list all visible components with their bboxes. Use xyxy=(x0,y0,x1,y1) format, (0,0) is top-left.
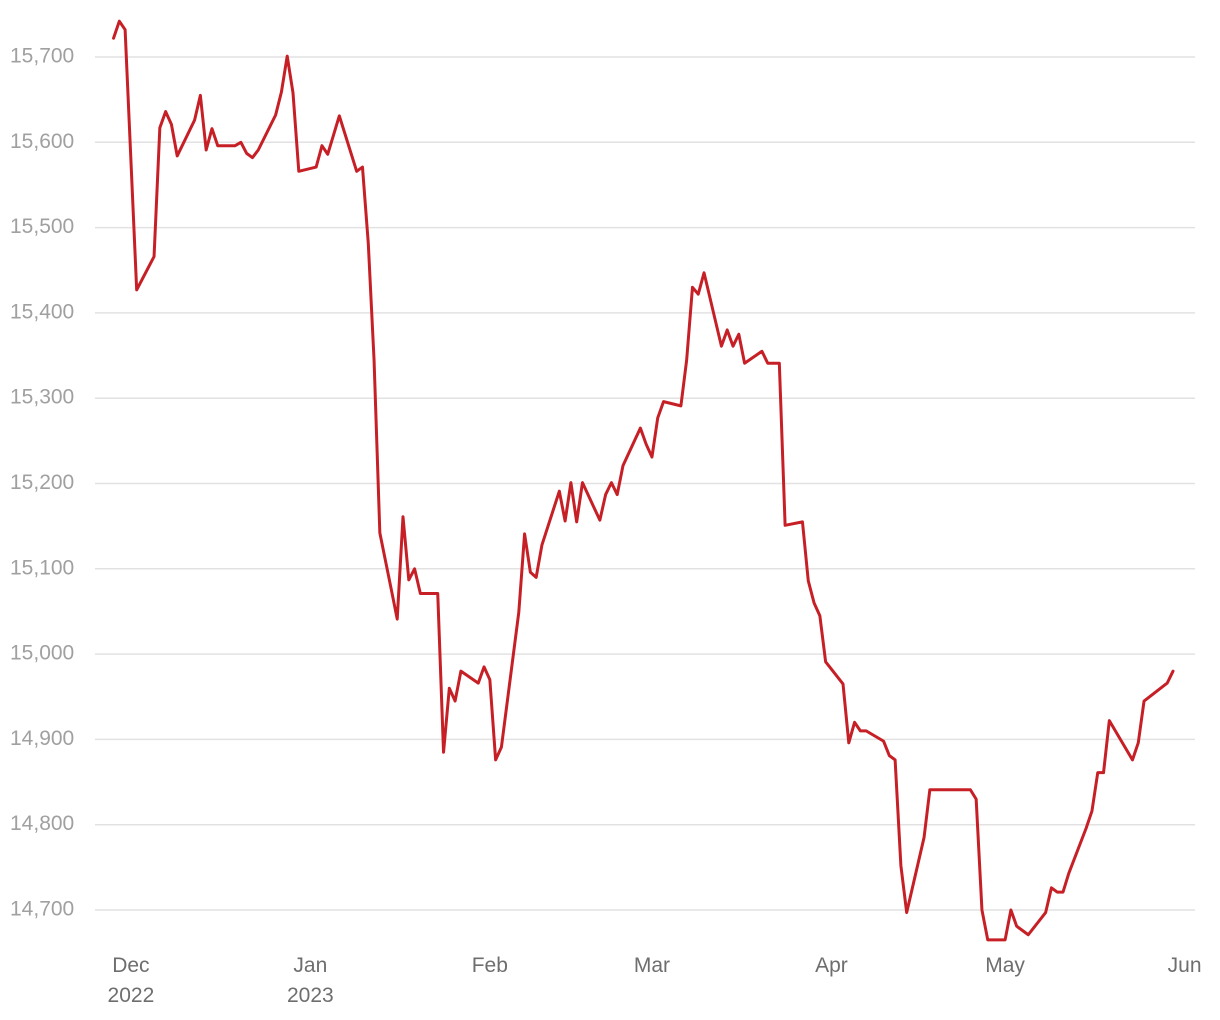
x-tick-label: Feb xyxy=(471,954,508,977)
y-tick-label: 15,400 xyxy=(10,300,74,323)
y-tick-label: 15,000 xyxy=(10,642,74,665)
y-tick-label: 15,200 xyxy=(10,471,74,494)
x-tick-label: Dec 2022 xyxy=(107,954,155,1007)
x-tick-label: May xyxy=(985,954,1025,977)
y-tick-label: 15,300 xyxy=(10,386,74,409)
y-tick-label: 14,900 xyxy=(10,727,74,750)
y-tick-label: 14,800 xyxy=(10,812,74,835)
y-tick-label: 15,600 xyxy=(10,130,74,153)
y-tick-label: 15,700 xyxy=(10,45,74,68)
x-tick-label: Jun xyxy=(1167,954,1202,977)
price-line xyxy=(112,19,1175,942)
x-tick-label: Mar xyxy=(633,954,671,977)
x-tick-label: Jan 2023 xyxy=(287,954,334,1007)
y-tick-label: 15,100 xyxy=(10,556,74,579)
x-tick-label: Apr xyxy=(815,954,848,977)
y-tick-label: 15,500 xyxy=(10,215,74,238)
y-tick-label: 14,700 xyxy=(10,898,74,921)
